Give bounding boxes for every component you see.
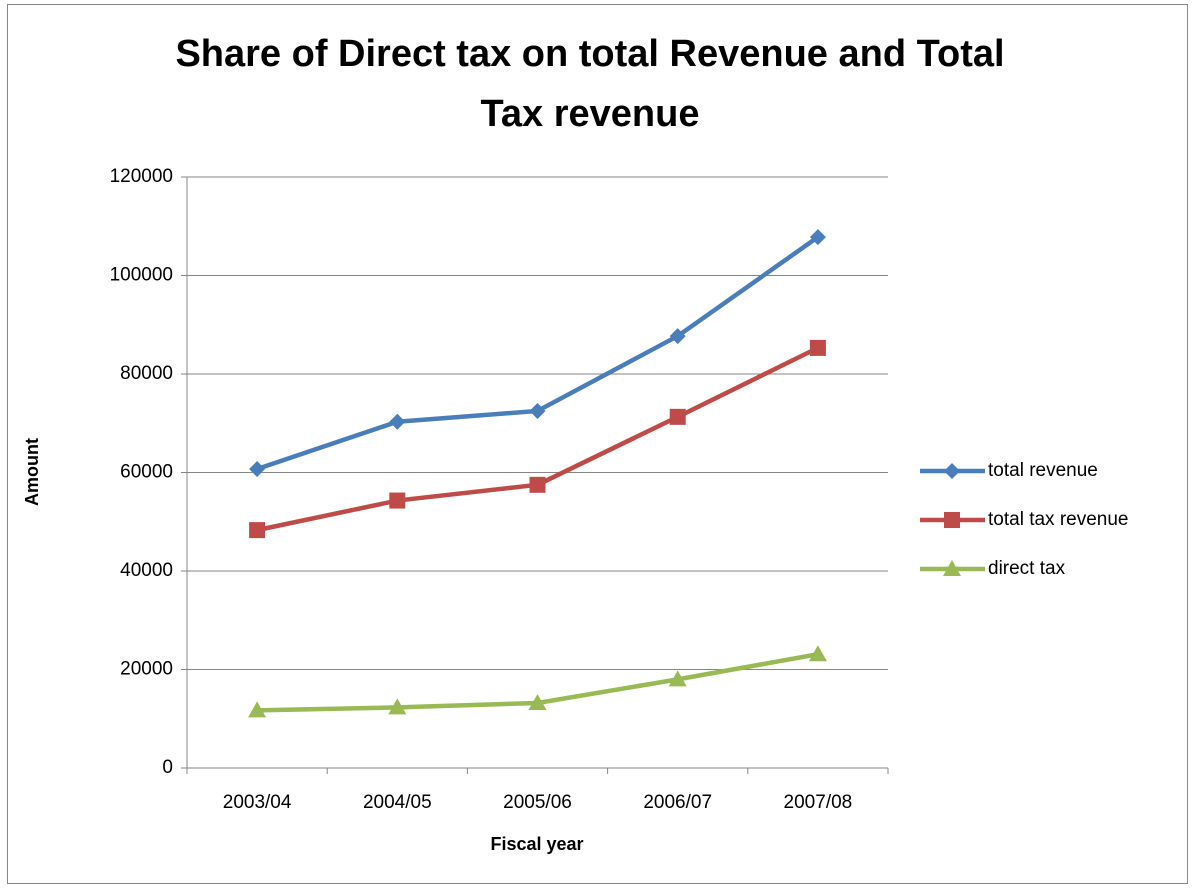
marker <box>529 476 546 493</box>
marker <box>249 461 266 478</box>
marker <box>389 492 406 509</box>
chart-title: Share of Direct tax on total Revenue and… <box>175 33 1004 75</box>
x-tick-label: 2004/05 <box>363 792 432 813</box>
x-tick-label: 2003/04 <box>223 792 292 813</box>
x-tick-label: 2005/06 <box>503 792 572 813</box>
marker <box>943 560 961 576</box>
y-axis-label: Amount <box>22 438 42 506</box>
chart-border <box>7 4 1188 884</box>
marker <box>944 463 960 479</box>
legend-label: direct tax <box>988 558 1066 579</box>
x-tick-label: 2006/07 <box>643 792 712 813</box>
marker <box>808 645 827 662</box>
marker <box>389 413 406 430</box>
marker <box>528 693 547 710</box>
legend-label: total tax revenue <box>988 509 1128 530</box>
x-tick-label: 2007/08 <box>784 792 853 813</box>
y-tick-label: 0 <box>162 757 173 778</box>
marker <box>388 698 407 715</box>
x-axis-label: Fiscal year <box>490 834 583 854</box>
y-tick-label: 100000 <box>110 265 173 286</box>
y-tick-label: 120000 <box>110 166 173 187</box>
y-tick-label: 60000 <box>120 462 173 483</box>
marker <box>249 522 266 539</box>
marker <box>809 339 826 356</box>
y-tick-label: 40000 <box>120 560 173 581</box>
chart-title: Tax revenue <box>481 93 700 135</box>
marker <box>248 701 267 718</box>
legend-label: total revenue <box>988 460 1098 481</box>
marker <box>669 408 686 425</box>
marker <box>809 229 826 246</box>
y-tick-label: 20000 <box>120 659 173 680</box>
y-tick-label: 80000 <box>120 363 173 384</box>
marker <box>668 670 687 687</box>
marker <box>944 512 960 528</box>
marker <box>529 402 546 419</box>
marker <box>669 328 686 345</box>
